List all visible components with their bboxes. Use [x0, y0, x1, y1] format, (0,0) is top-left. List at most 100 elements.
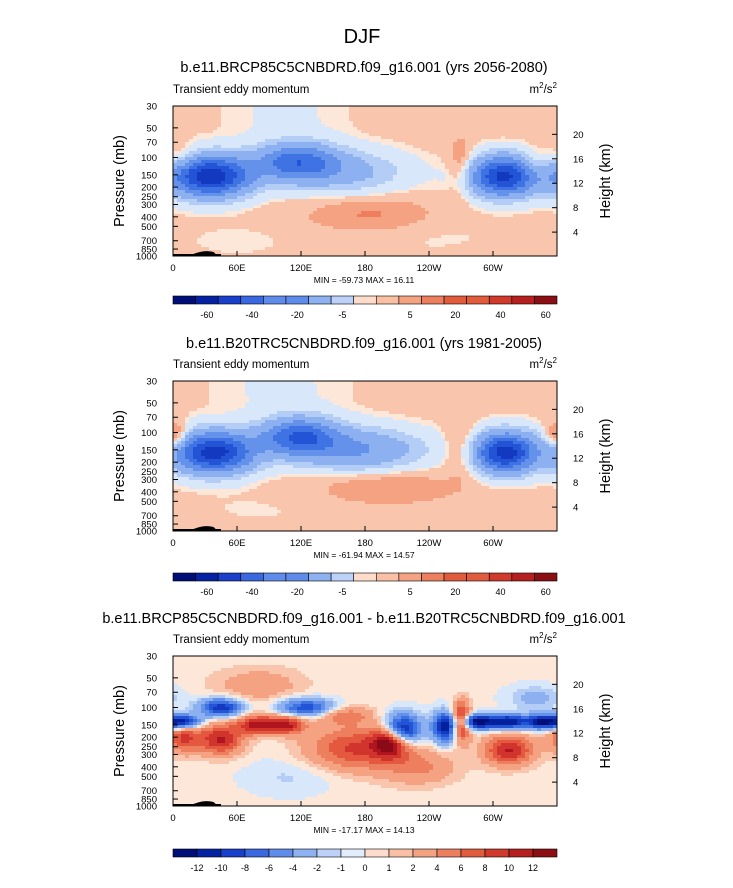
field-cell	[521, 136, 526, 140]
field-cell	[197, 250, 202, 254]
field-cell	[177, 166, 182, 170]
field-cell	[553, 178, 558, 182]
field-cell	[257, 220, 262, 224]
field-cell	[449, 160, 454, 164]
field-cell	[517, 211, 522, 215]
field-cell	[509, 226, 514, 230]
field-cell	[517, 148, 522, 152]
field-cell	[353, 241, 358, 245]
field-cell	[437, 232, 442, 236]
field-cell	[177, 181, 182, 185]
field-cell	[357, 178, 362, 182]
field-cell	[213, 384, 218, 388]
field-cell	[293, 226, 298, 230]
field-cell	[225, 130, 230, 134]
field-cell	[261, 145, 266, 149]
field-cell	[453, 106, 458, 110]
field-cell	[337, 241, 342, 245]
field-cell	[321, 163, 326, 167]
field-cell	[553, 169, 558, 173]
field-cell	[441, 133, 446, 137]
field-cell	[181, 241, 186, 245]
field-cell	[373, 253, 378, 257]
field-cell	[309, 232, 314, 236]
field-cell	[545, 193, 550, 197]
field-cell	[521, 148, 526, 152]
field-cell	[505, 112, 510, 116]
field-cell	[469, 124, 474, 128]
field-cell	[361, 181, 366, 185]
field-cell	[197, 139, 202, 143]
field-cell	[337, 232, 342, 236]
field-cell	[233, 223, 238, 227]
field-cell	[273, 247, 278, 251]
field-cell	[421, 202, 426, 206]
colorbar-box	[330, 295, 355, 305]
field-cell	[393, 166, 398, 170]
colorbar-box	[353, 295, 377, 305]
field-cell	[261, 199, 266, 203]
field-cell	[433, 169, 438, 173]
field-cell	[453, 193, 458, 197]
field-cell	[261, 136, 266, 140]
field-cell	[261, 121, 266, 125]
field-cell	[233, 211, 238, 215]
field-cell	[249, 160, 254, 164]
pressure-tick-label: 250	[141, 192, 157, 203]
field-cell	[233, 193, 238, 197]
field-cell	[537, 157, 542, 161]
field-cell	[333, 154, 338, 158]
field-cell	[205, 214, 210, 218]
field-cell	[313, 118, 318, 122]
field-cell	[269, 112, 274, 116]
field-cell	[329, 172, 334, 176]
field-cell	[553, 145, 558, 149]
field-cell	[269, 181, 274, 185]
field-cell	[437, 250, 442, 254]
field-cell	[237, 112, 242, 116]
field-cell	[173, 136, 178, 140]
field-cell	[465, 166, 470, 170]
field-cell	[317, 205, 322, 209]
field-cell	[457, 205, 462, 209]
field-cell	[409, 175, 414, 179]
field-cell	[353, 151, 358, 155]
field-cell	[357, 244, 362, 248]
field-cell	[405, 190, 410, 194]
field-cell	[241, 109, 246, 113]
field-cell	[201, 115, 206, 119]
field-cell	[321, 244, 326, 248]
field-cell	[201, 127, 206, 131]
field-cell	[273, 169, 278, 173]
field-cell	[245, 241, 250, 245]
field-cell	[465, 118, 470, 122]
field-cell	[293, 187, 298, 191]
field-cell	[429, 217, 434, 221]
field-cell	[305, 250, 310, 254]
field-cell	[413, 211, 418, 215]
field-cell	[313, 127, 318, 131]
field-cell	[465, 109, 470, 113]
field-cell	[413, 184, 418, 188]
field-cell	[417, 181, 422, 185]
field-cell	[177, 232, 182, 236]
field-cell	[525, 130, 530, 134]
field-cell	[365, 202, 370, 206]
field-cell	[445, 381, 450, 385]
field-cell	[213, 250, 218, 254]
field-cell	[269, 118, 274, 122]
field-cell	[189, 199, 194, 203]
field-cell	[241, 190, 246, 194]
field-cell	[545, 208, 550, 212]
field-cell	[293, 169, 298, 173]
field-cell	[469, 109, 474, 113]
field-cell	[477, 106, 482, 110]
field-cell	[177, 208, 182, 212]
field-cell	[457, 121, 462, 125]
field-cell	[457, 160, 462, 164]
field-cell	[425, 172, 430, 176]
field-cell	[377, 226, 382, 230]
field-cell	[261, 196, 266, 200]
field-cell	[193, 211, 198, 215]
field-cell	[193, 175, 198, 179]
